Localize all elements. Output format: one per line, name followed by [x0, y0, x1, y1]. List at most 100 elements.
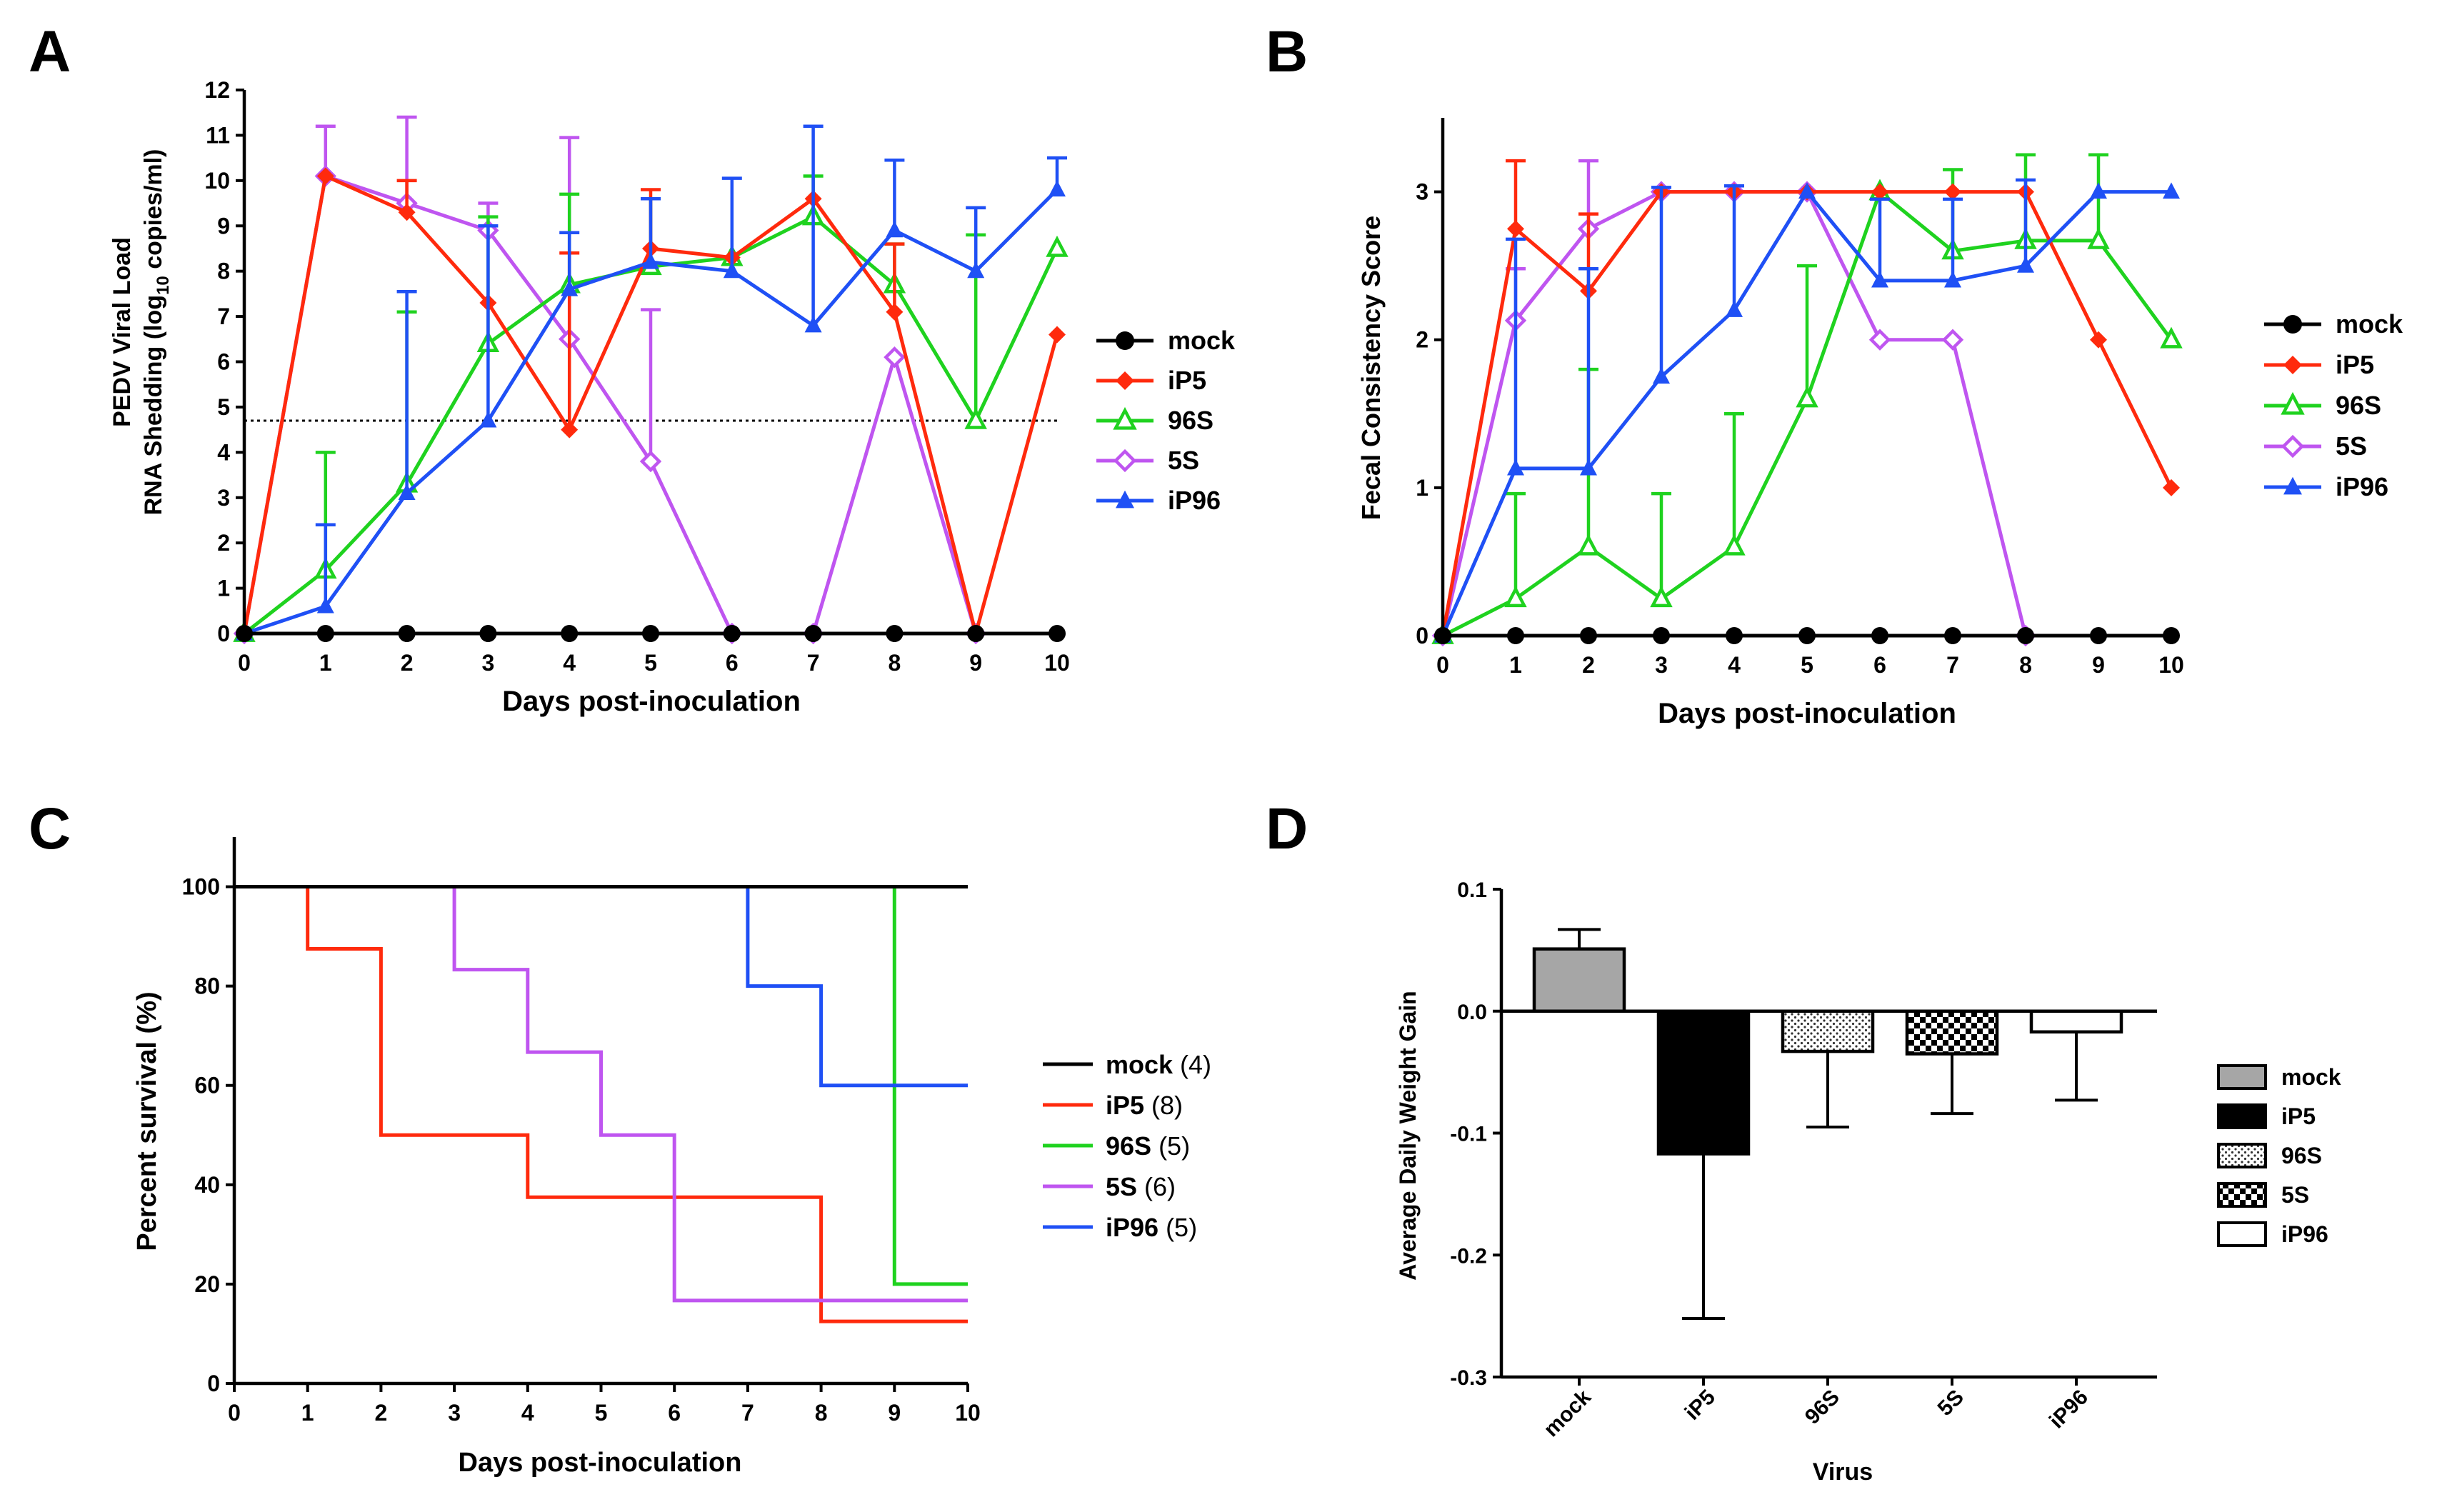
panel-d-y-tick-label: -0.2	[1450, 1244, 1487, 1268]
panel-c-y-tick-label: 100	[182, 874, 220, 900]
panel-a-legend-label-5s: 5S	[1168, 446, 1199, 475]
panel-letter-a: A	[29, 19, 71, 84]
panel-a-legend-label-96s: 96S	[1168, 406, 1214, 435]
panel-b-x-tick-label: 3	[1655, 652, 1668, 678]
panel-b-point-5s	[1941, 329, 1964, 351]
panel-a-y-tick-label: 5	[217, 394, 230, 420]
panel-b-legend-label-5s: 5S	[2336, 431, 2367, 461]
panel-a-x-axis-label: Days post-inoculation	[502, 686, 801, 717]
panel-c-y-axis-label: Percent survival (%)	[132, 991, 162, 1251]
panel-b-point-ip96	[1507, 459, 1524, 476]
panel-a-line-5s	[242, 174, 978, 636]
panel-a-y-tick-label: 10	[204, 168, 230, 194]
panel-c-y-tick-label: 80	[194, 973, 220, 999]
panel-a-x-tick-label: 10	[1044, 650, 1070, 676]
panel-d-legend-swatch-5s	[2217, 1182, 2267, 1208]
panel-a-series-layer	[233, 115, 1069, 645]
panel-a-point-96s	[1046, 235, 1069, 257]
panel-b-fecal-score-chart: 0 1 2 3 4 5 6 7 8 9 10 0 1 2 3 Days post-inoculation F…	[1356, 118, 2403, 729]
panel-b-x-tick-label: 9	[2092, 652, 2105, 678]
panel-a-legend-label-ip5: iP5	[1168, 366, 1206, 395]
panel-b-x-tick-label: 1	[1509, 652, 1522, 678]
panel-a-y-tick-label: 9	[217, 213, 230, 239]
panel-b-legend: mock iP5 96S 5S iP96	[2264, 309, 2403, 501]
panel-d-x-tick-label: 96S	[1801, 1386, 1844, 1429]
panel-b-point-96s	[1504, 586, 1527, 608]
panel-b-x-tick-label: 7	[1946, 652, 1959, 678]
panel-b-x-tick-label: 8	[2019, 652, 2032, 678]
panel-c-x-tick-label: 4	[521, 1400, 534, 1426]
panel-a-point-ip96	[804, 316, 822, 333]
panel-b-point-96s	[2160, 326, 2183, 349]
panel-c-x-tick-label: 5	[595, 1400, 608, 1426]
panel-b-legend-label-96s: 96S	[2336, 391, 2381, 420]
panel-b-point-96s	[1577, 534, 1600, 556]
panel-a-x-tick-label: 6	[726, 650, 739, 676]
panel-d-weight-gain-chart: mock iP5 96S 5S iP96 -0.3 -0.2 -0.1 0.0 0.1 Viru…	[1395, 878, 2341, 1486]
panel-a-y-axis-label-line2: RNA Shedding (log10 copies/ml)	[140, 149, 173, 516]
panel-b-y-tick-label: 2	[1416, 327, 1428, 353]
panel-b-x-tick-label: 5	[1801, 652, 1813, 678]
panel-c-legend-count-ip5: (8)	[1144, 1091, 1183, 1120]
panel-a-y-tick-label: 4	[217, 439, 230, 465]
panel-a-y-label-pre: RNA Shedding (log	[140, 295, 167, 515]
panel-c-legend-text-mock: mock (4)	[1106, 1050, 1211, 1079]
panel-c-legend-label-ip96: iP96	[1106, 1213, 1159, 1242]
panel-d-legend-swatch-96s	[2217, 1143, 2267, 1168]
panel-b-legend-marker-ip96	[2283, 476, 2302, 495]
panel-a-point-5s	[884, 346, 906, 369]
panel-b-x-tick-label: 10	[2158, 652, 2184, 678]
panel-a-point-ip96	[886, 221, 904, 238]
panel-a-x-tick-label: 9	[969, 650, 982, 676]
panel-a-point-ip5	[1049, 326, 1066, 344]
panel-d-y-tick-label: 0.0	[1457, 1001, 1487, 1024]
panel-d-legend-label-ip96: iP96	[2281, 1221, 2328, 1247]
panel-letter-c: C	[29, 796, 71, 861]
panel-b-y-tick-label: 0	[1416, 623, 1428, 649]
panel-d-y-tick-label: 0.1	[1457, 878, 1487, 902]
panel-b-series-layer	[1431, 153, 2183, 647]
panel-b-point-ip5	[1871, 183, 1888, 201]
panel-a-x-tick-label: 4	[563, 650, 576, 676]
panel-d-legend-swatch-mock	[2217, 1064, 2267, 1090]
panel-a-point-ip5	[398, 204, 416, 221]
panel-c-y-tick-label: 60	[194, 1073, 220, 1098]
panel-b-y-tick-label: 3	[1416, 179, 1428, 205]
panel-b-legend-marker-ip5	[2283, 356, 2302, 374]
panel-d-y-tick-label: -0.1	[1450, 1123, 1487, 1146]
panel-c-x-axis-label: Days post-inoculation	[459, 1448, 742, 1478]
panel-d-x-tick-label: iP96	[2045, 1386, 2093, 1433]
panel-b-point-ip5	[1507, 220, 1524, 238]
panel-a-point-ip5	[886, 303, 904, 321]
panel-a-x-tick-label: 0	[238, 650, 251, 676]
panel-d-bar-ip96	[2029, 1009, 2123, 1034]
panel-a-y-label-sub: 10	[154, 276, 173, 295]
panel-c-legend-count-mock: (4)	[1173, 1050, 1211, 1079]
panel-a-point-ip96	[479, 411, 497, 428]
panel-b-point-96s	[1723, 534, 1746, 556]
panel-b-legend-marker-96s	[2281, 391, 2305, 415]
panel-c-x-tick-label: 7	[741, 1400, 754, 1426]
panel-d-x-axis-label: Virus	[1813, 1458, 1873, 1486]
panel-a-y-label-post: copies/ml)	[140, 149, 167, 276]
panel-d-x-tick-label: mock	[1539, 1385, 1596, 1441]
panel-c-legend-count-5s: (6)	[1137, 1172, 1176, 1201]
panel-a-x-tick-label: 5	[644, 650, 657, 676]
panel-d-y-axis-label: Average Daily Weight Gain	[1395, 991, 1421, 1280]
panel-a-y-tick-label: 3	[217, 485, 230, 511]
panel-a-legend-label-ip96: iP96	[1168, 486, 1221, 515]
panel-a-point-96s	[964, 407, 987, 429]
panel-c-x-tick-label: 6	[668, 1400, 681, 1426]
panel-b-legend-label-ip96: iP96	[2336, 472, 2388, 501]
panel-c-legend-text-5s: 5S (6)	[1106, 1172, 1176, 1201]
panel-a-point-ip96	[967, 261, 985, 279]
panel-c-x-tick-label: 2	[375, 1400, 388, 1426]
panel-c-legend-label-5s: 5S	[1106, 1172, 1137, 1201]
panel-d-bar-ip5	[1656, 1009, 1751, 1156]
panel-b-point-ip96	[2090, 182, 2107, 199]
panel-c-legend-text-ip96: iP96 (5)	[1106, 1213, 1197, 1242]
